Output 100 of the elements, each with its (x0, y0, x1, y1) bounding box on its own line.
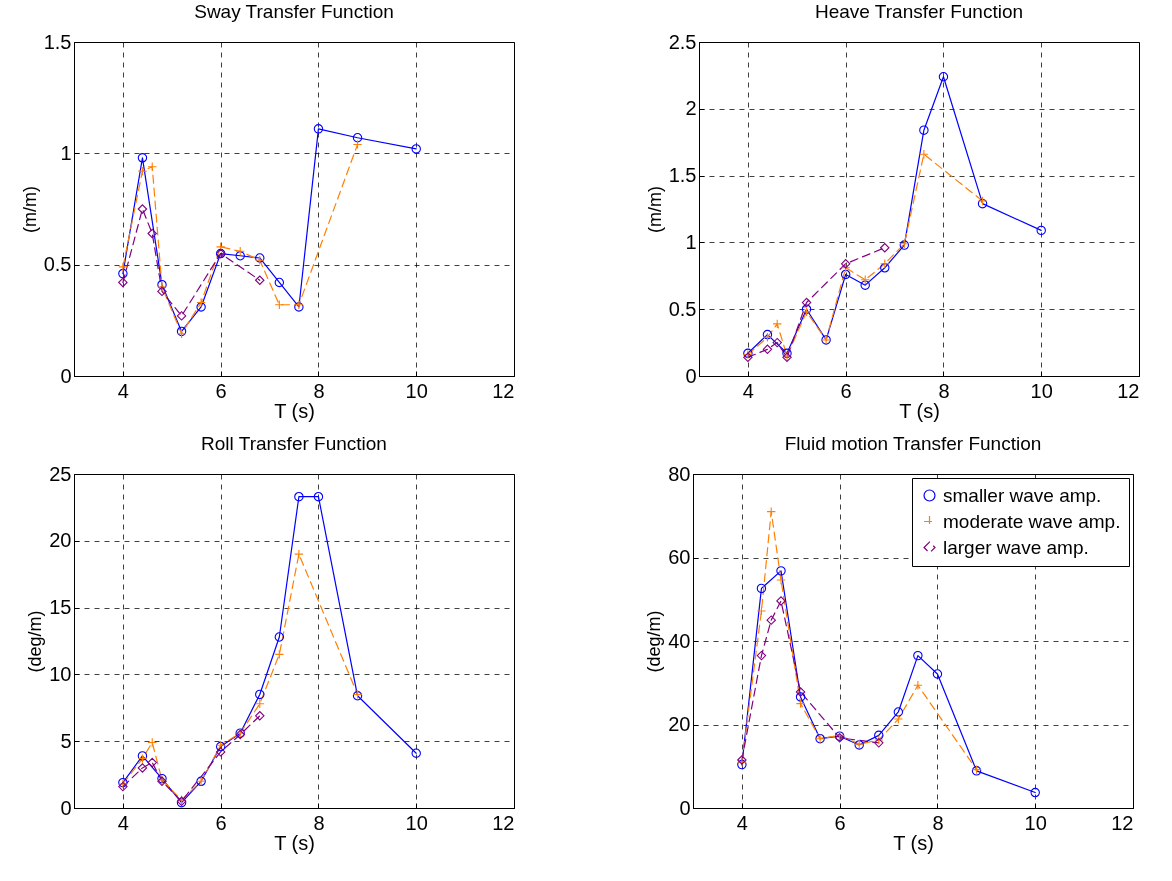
point (893, 714, 904, 724)
x-tick-label: 12 (492, 811, 515, 834)
legend-label: moderate wave amp. (943, 510, 1121, 532)
x-tick-label: 10 (405, 811, 428, 834)
x-tick-label: 12 (1111, 811, 1134, 834)
y-tick-label: 1 (60, 141, 72, 164)
point (137, 153, 148, 163)
chart-title: Roll Transfer Function (201, 433, 387, 454)
x-tick-label: 10 (1030, 379, 1053, 402)
point (932, 669, 943, 679)
point (137, 763, 148, 773)
y-tick-label: 0 (679, 796, 691, 819)
point (313, 491, 324, 502)
point (196, 297, 206, 308)
x-tick-label: 10 (1024, 811, 1047, 834)
point (776, 596, 786, 606)
point (274, 277, 285, 288)
point (840, 259, 851, 269)
point (118, 277, 128, 288)
y-axis-title: (deg/m) (644, 610, 665, 673)
point (756, 650, 767, 661)
x-tick-label: 12 (492, 379, 515, 402)
y-tick-label: 0.5 (43, 253, 72, 276)
point (118, 262, 128, 272)
x-tick-label: 4 (117, 379, 129, 402)
y-tick-label: 20 (49, 529, 72, 552)
y-tick-label: 1.5 (43, 30, 72, 53)
y-tick-label: 2 (685, 97, 697, 120)
y-tick-label: 0 (60, 796, 72, 819)
point (411, 144, 421, 154)
x-tick-label: 8 (313, 379, 325, 402)
point (795, 687, 806, 697)
x-tick-label: 8 (932, 811, 944, 834)
point (157, 286, 167, 297)
point (255, 275, 265, 285)
point (411, 748, 421, 758)
x-tick-label: 10 (405, 379, 428, 402)
point (255, 711, 265, 721)
point (137, 204, 148, 214)
chart-title: Fluid motion Transfer Function (784, 433, 1042, 454)
y-tick-label: 40 (668, 629, 691, 652)
y-tick-label: 1.5 (668, 164, 697, 187)
point (196, 302, 206, 312)
point (147, 757, 157, 768)
y-axis-title: (m/m) (644, 186, 665, 233)
point (313, 124, 324, 134)
point (801, 297, 812, 308)
point (893, 707, 904, 717)
point (772, 337, 782, 348)
y-tick-label: 25 (49, 462, 72, 485)
chart-title: Heave Transfer Function (814, 1, 1024, 22)
point (352, 139, 363, 150)
point (1036, 225, 1046, 236)
point (913, 680, 923, 690)
point (294, 549, 304, 559)
point (762, 344, 773, 355)
point (274, 632, 285, 642)
point (1030, 787, 1040, 798)
x-tick-label: 6 (215, 811, 227, 834)
x-tick-label: 4 (742, 379, 754, 402)
point (795, 692, 806, 702)
point (776, 566, 786, 576)
x-tick-label: 4 (736, 811, 748, 834)
y-tick-label: 0 (60, 364, 72, 387)
point (772, 319, 782, 329)
point (874, 730, 884, 741)
point (137, 166, 148, 176)
y-axis-title: (deg/m) (25, 610, 46, 673)
y-tick-label: 0 (685, 364, 697, 387)
y-tick-label: 80 (668, 462, 691, 485)
y-tick-label: 5 (60, 729, 72, 752)
point (215, 747, 226, 757)
point (147, 228, 157, 239)
point (860, 280, 870, 290)
y-tick-label: 10 (49, 662, 72, 685)
x-tick-label: 8 (313, 811, 325, 834)
point (776, 575, 786, 585)
x-axis-title: T (s) (274, 831, 315, 854)
x-tick-label: 6 (215, 379, 227, 402)
x-tick-label: 6 (840, 379, 852, 402)
y-axis-title: (m/m) (19, 186, 40, 233)
point (756, 583, 767, 594)
y-tick-label: 20 (668, 713, 691, 735)
point (176, 311, 187, 321)
point (766, 615, 776, 625)
point (795, 698, 806, 709)
y-tick-label: 1 (685, 230, 697, 253)
x-tick-label: 6 (834, 811, 846, 834)
x-axis-title: T (s) (893, 831, 934, 854)
point (880, 243, 890, 253)
chart-title: Sway Transfer Function (194, 1, 394, 22)
point (274, 649, 285, 660)
point (352, 133, 363, 143)
point (919, 149, 929, 159)
point (880, 263, 890, 273)
point (255, 689, 265, 700)
x-axis-title: T (s) (274, 399, 315, 422)
x-tick-label: 4 (117, 811, 129, 834)
legend-label: larger wave amp. (943, 536, 1089, 558)
point (118, 268, 128, 279)
